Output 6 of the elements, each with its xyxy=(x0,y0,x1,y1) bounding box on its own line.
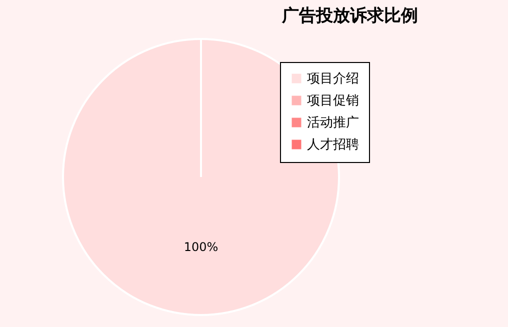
legend-label: 人才招聘 xyxy=(307,138,359,152)
data-label: 100% xyxy=(184,240,218,254)
legend-label: 项目促销 xyxy=(307,94,359,108)
chart-title: 广告投放诉求比例 xyxy=(281,6,418,25)
legend-label: 项目介绍 xyxy=(307,72,359,86)
legend-label: 活动推广 xyxy=(307,116,359,130)
